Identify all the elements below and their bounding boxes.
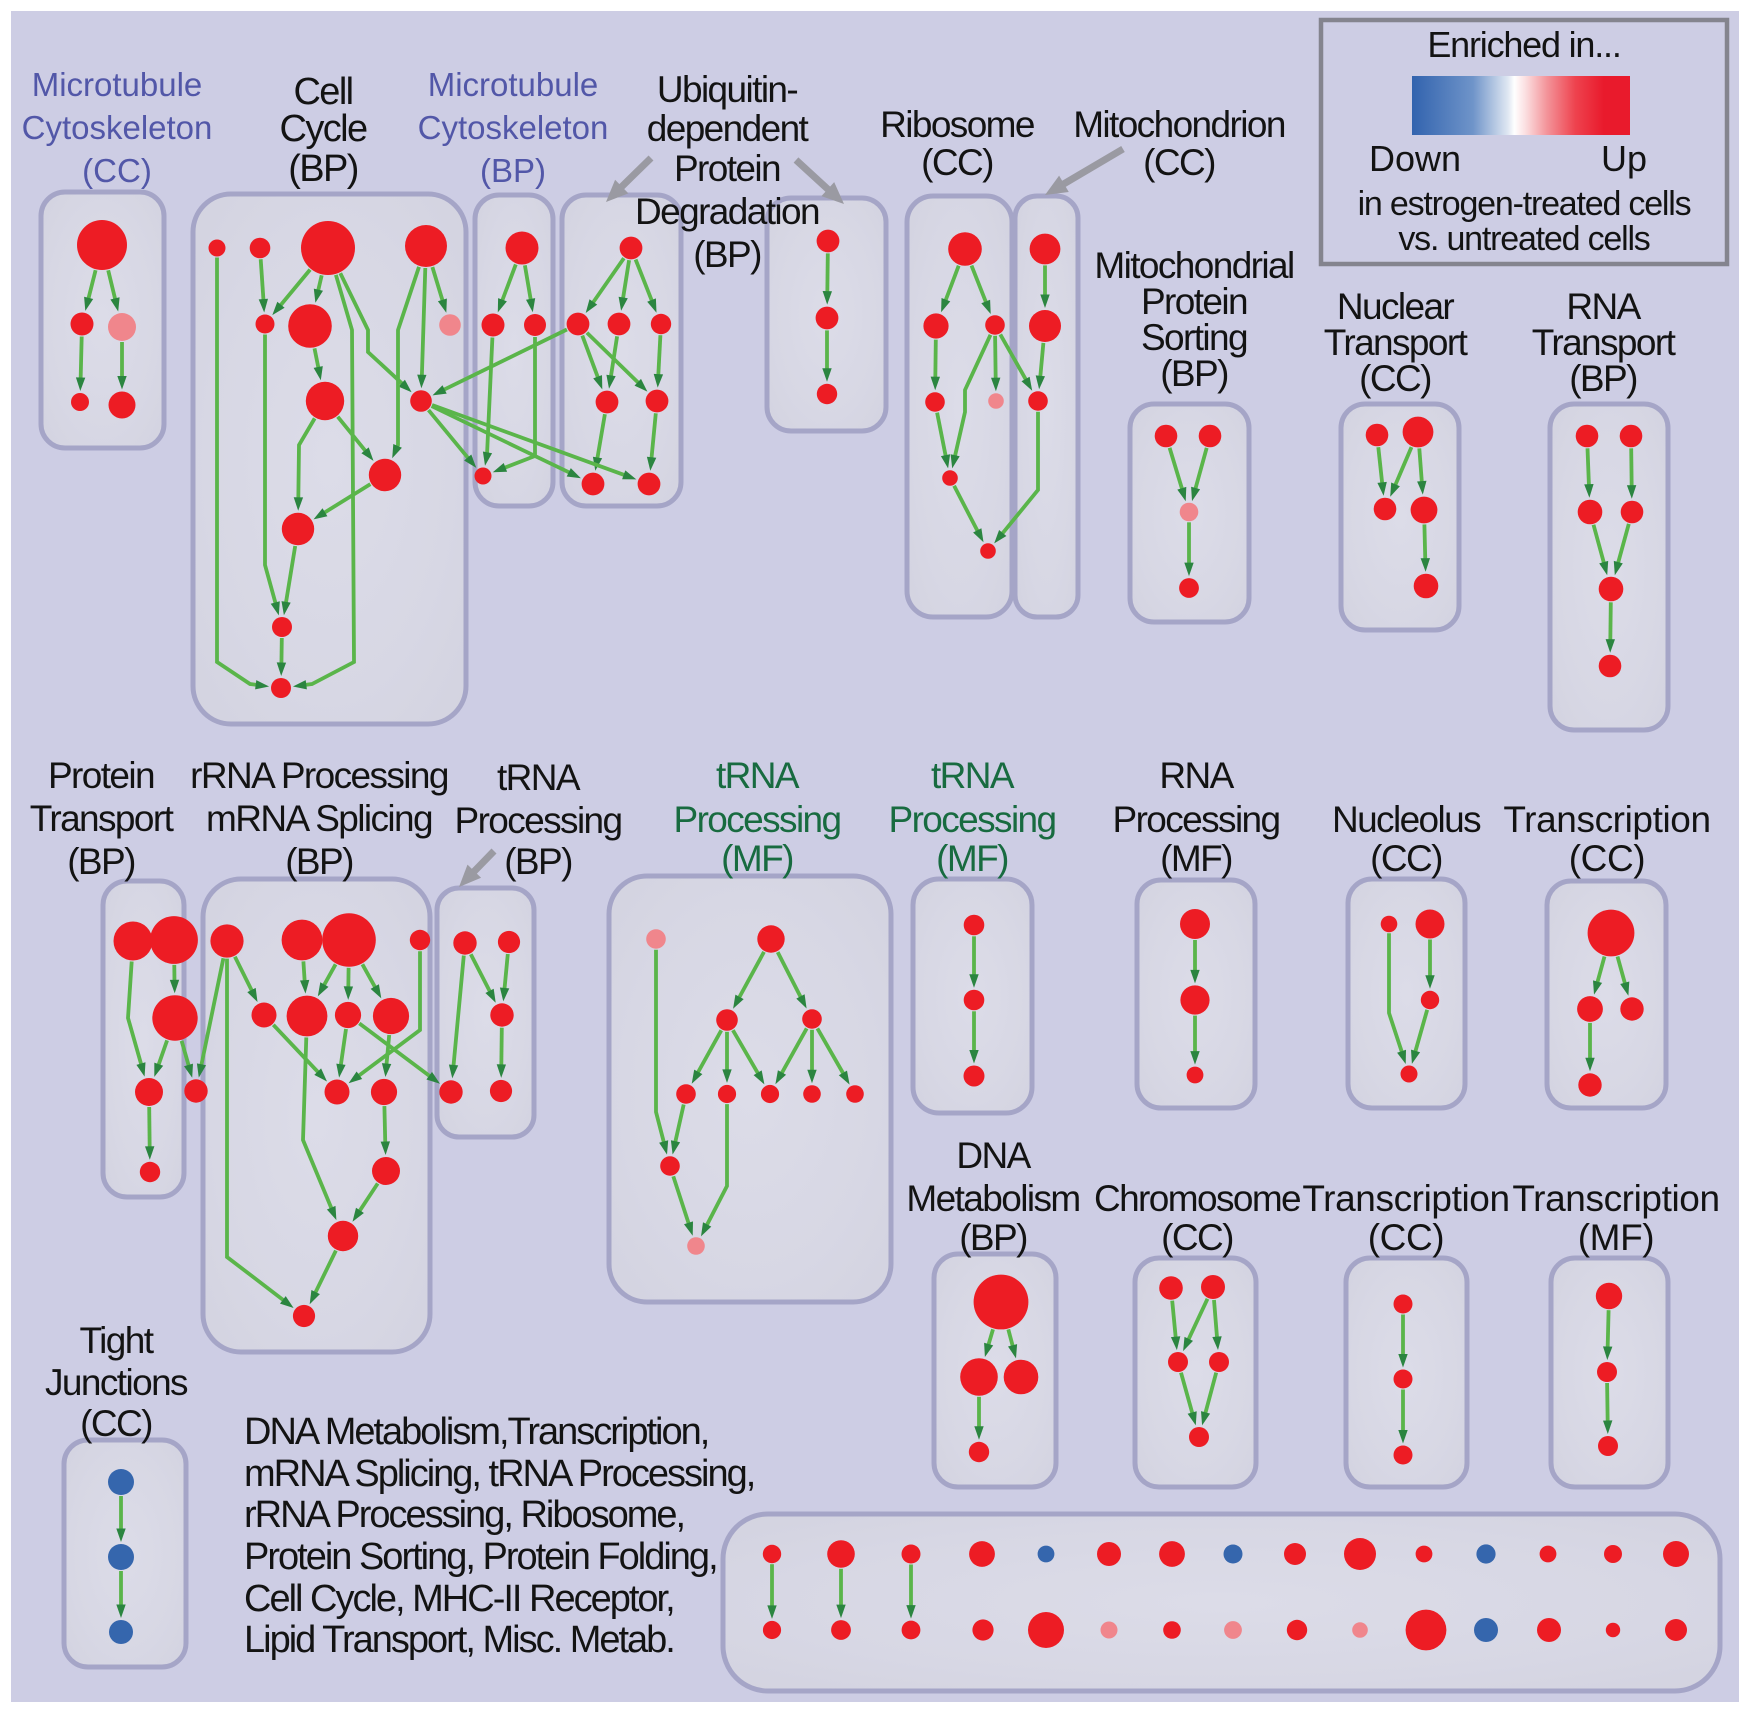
svg-text:Cycle: Cycle <box>279 108 366 150</box>
svg-text:Processing: Processing <box>888 799 1055 840</box>
svg-text:Up: Up <box>1601 138 1647 179</box>
svg-text:Down: Down <box>1369 138 1461 179</box>
svg-text:mRNA Splicing: mRNA Splicing <box>206 798 432 839</box>
svg-text:(MF): (MF) <box>721 838 793 879</box>
svg-text:Transport: Transport <box>1532 322 1677 363</box>
svg-text:RNA: RNA <box>1159 755 1234 796</box>
svg-text:Transcription: Transcription <box>1512 1178 1719 1219</box>
svg-text:(MF): (MF) <box>1160 838 1232 879</box>
svg-text:(BP): (BP) <box>504 841 572 882</box>
svg-text:Enriched in...: Enriched in... <box>1427 24 1620 65</box>
svg-text:Mitochondrion: Mitochondrion <box>1073 104 1285 145</box>
svg-text:tRNA: tRNA <box>497 757 581 798</box>
svg-text:Protein: Protein <box>674 148 780 189</box>
svg-text:Mitochondrial: Mitochondrial <box>1094 245 1293 286</box>
svg-text:rRNA Processing: rRNA Processing <box>190 755 448 796</box>
svg-text:(CC): (CC) <box>1370 838 1442 879</box>
svg-text:Lipid Transport, Misc. Metab.: Lipid Transport, Misc. Metab. <box>244 1619 674 1661</box>
svg-text:Processing: Processing <box>673 799 840 840</box>
svg-text:Protein Sorting, Protein Foldi: Protein Sorting, Protein Folding, <box>244 1536 717 1578</box>
svg-text:DNA Metabolism,Transcription,: DNA Metabolism,Transcription, <box>244 1411 708 1453</box>
svg-text:(CC): (CC) <box>82 152 152 189</box>
svg-text:(BP): (BP) <box>288 148 358 190</box>
svg-text:Transport: Transport <box>1324 322 1469 363</box>
svg-text:Transport: Transport <box>30 798 175 839</box>
svg-text:Nuclear: Nuclear <box>1337 286 1455 327</box>
svg-text:(BP): (BP) <box>67 841 135 882</box>
svg-text:(CC): (CC) <box>921 142 993 183</box>
svg-text:Ribosome: Ribosome <box>880 104 1034 145</box>
svg-text:RNA: RNA <box>1566 286 1641 327</box>
svg-text:Microtubule: Microtubule <box>428 66 599 103</box>
svg-text:(CC): (CC) <box>1359 358 1431 399</box>
svg-text:Cytoskeleton: Cytoskeleton <box>22 109 213 146</box>
svg-text:Degradation: Degradation <box>635 191 819 232</box>
svg-text:rRNA Processing, Ribosome,: rRNA Processing, Ribosome, <box>244 1494 684 1536</box>
svg-text:(BP): (BP) <box>285 841 353 882</box>
svg-text:Cytoskeleton: Cytoskeleton <box>418 109 609 146</box>
svg-text:Transcription: Transcription <box>1503 799 1710 840</box>
svg-text:Cell Cycle, MHC-II Receptor,: Cell Cycle, MHC-II Receptor, <box>244 1578 674 1620</box>
svg-text:Protein: Protein <box>1141 281 1247 322</box>
svg-text:tRNA: tRNA <box>716 755 800 796</box>
svg-text:(MF): (MF) <box>936 838 1008 879</box>
svg-text:Sorting: Sorting <box>1141 317 1247 358</box>
svg-text:(MF): (MF) <box>1578 1217 1654 1258</box>
svg-text:(CC): (CC) <box>1161 1217 1233 1258</box>
svg-text:dependent: dependent <box>647 108 810 149</box>
svg-text:Tight: Tight <box>80 1320 155 1361</box>
svg-text:(BP): (BP) <box>480 152 546 189</box>
svg-text:Junctions: Junctions <box>45 1362 188 1403</box>
svg-text:(BP): (BP) <box>1569 358 1637 399</box>
svg-text:(BP): (BP) <box>1160 353 1228 394</box>
svg-text:tRNA: tRNA <box>931 755 1015 796</box>
svg-text:Microtubule: Microtubule <box>32 66 203 103</box>
svg-text:Metabolism: Metabolism <box>906 1178 1079 1219</box>
svg-text:(CC): (CC) <box>1143 142 1215 183</box>
svg-text:Processing: Processing <box>1112 799 1279 840</box>
svg-text:Processing: Processing <box>454 800 621 841</box>
svg-text:vs. untreated cells: vs. untreated cells <box>1398 220 1649 258</box>
svg-text:DNA: DNA <box>956 1135 1031 1176</box>
svg-text:(BP): (BP) <box>693 234 761 275</box>
svg-text:(CC): (CC) <box>1368 1217 1444 1258</box>
svg-text:Protein: Protein <box>48 755 154 796</box>
svg-text:in estrogen-treated cells: in estrogen-treated cells <box>1358 185 1691 223</box>
svg-text:Chromosome: Chromosome <box>1094 1178 1300 1219</box>
svg-text:(CC): (CC) <box>80 1403 152 1444</box>
svg-text:Transcription: Transcription <box>1302 1178 1509 1219</box>
svg-text:Ubiquitin-: Ubiquitin- <box>657 69 798 110</box>
svg-text:(CC): (CC) <box>1569 838 1645 879</box>
svg-text:(BP): (BP) <box>959 1217 1027 1258</box>
svg-text:mRNA Splicing, tRNA Processing: mRNA Splicing, tRNA Processing, <box>244 1453 754 1495</box>
svg-text:Cell: Cell <box>293 71 352 113</box>
svg-text:Nucleolus: Nucleolus <box>1332 799 1481 840</box>
